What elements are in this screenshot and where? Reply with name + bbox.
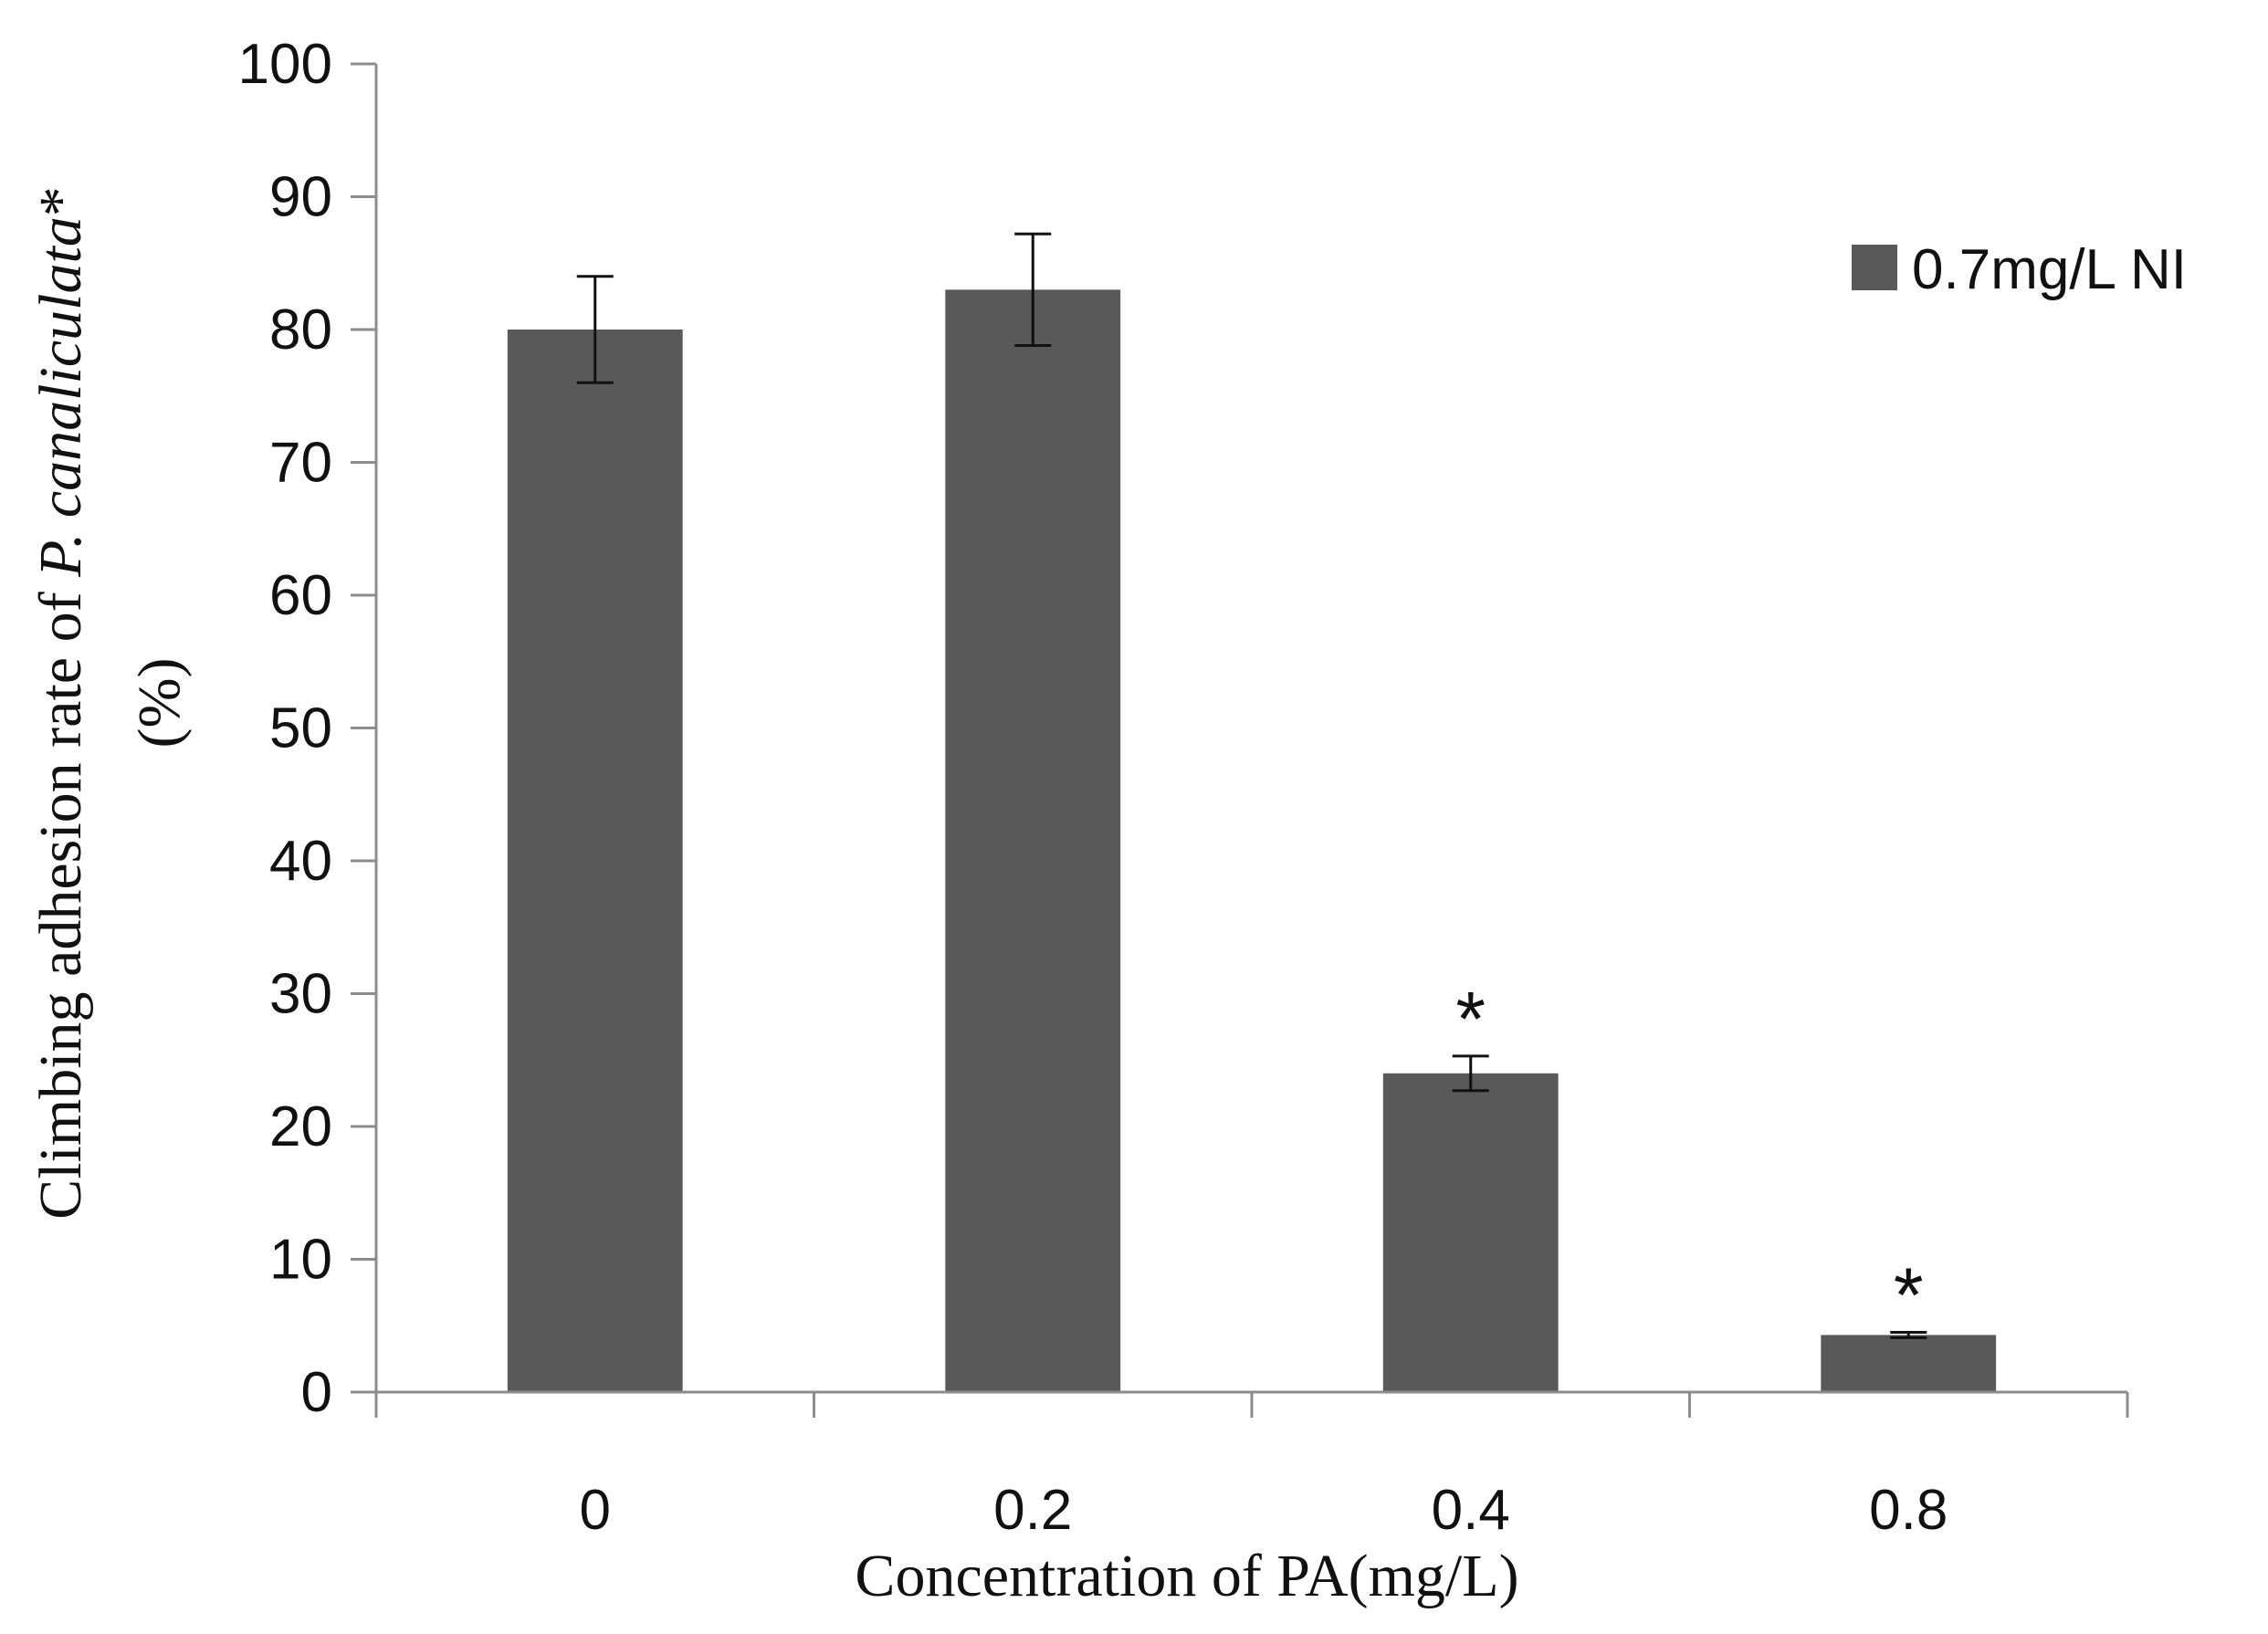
legend-label: 0.7mg/L NI [1912, 238, 2187, 301]
axes [374, 64, 2127, 1394]
x-tick-label: 0.4 [1432, 1479, 1510, 1542]
y-axis-title-prefix: Climbing adhesion rate of [27, 577, 94, 1220]
y-tick-label: 80 [269, 299, 332, 361]
x-tick-label: 0.2 [993, 1479, 1072, 1542]
y-tick-label: 60 [269, 564, 332, 627]
y-tick-label: 40 [269, 830, 332, 893]
bar [1821, 1335, 1997, 1392]
x-tick-label: 0.8 [1869, 1479, 1948, 1542]
x-axis-ticks: 0 0.2 0.4 0.8 [374, 1392, 2129, 1542]
bar [507, 330, 683, 1392]
y-tick-label: 0 [301, 1361, 332, 1424]
y-axis-title-species: P. canaliculata [27, 216, 94, 578]
x-tick-label: 0 [580, 1479, 611, 1542]
y-tick-label: 70 [269, 432, 332, 495]
x-axis-title: Concentration of PA(mg/L) [855, 1543, 1518, 1609]
significance-marker: * [1455, 976, 1486, 1062]
y-axis-title: Climbing adhesion rate of P. canaliculat… [27, 186, 94, 1220]
y-tick-label: 50 [269, 697, 332, 760]
y-tick-label: 90 [269, 166, 332, 229]
y-axis-title-unit: (%) [126, 658, 193, 749]
y-axis-title-suffix: * [27, 186, 94, 216]
bar-series: ** [507, 232, 1997, 1393]
bar [1382, 1073, 1559, 1392]
y-tick-label: 10 [269, 1229, 332, 1292]
y-tick-label: 20 [269, 1095, 332, 1158]
bar [945, 289, 1121, 1393]
legend: 0.7mg/L NI [1852, 238, 2187, 301]
legend-swatch [1852, 245, 1897, 290]
y-axis-ticks: 0 10 20 30 40 50 60 70 80 90 100 [238, 33, 376, 1424]
significance-marker: * [1894, 1252, 1924, 1338]
y-tick-label: 100 [238, 33, 332, 96]
y-tick-label: 30 [269, 963, 332, 1026]
